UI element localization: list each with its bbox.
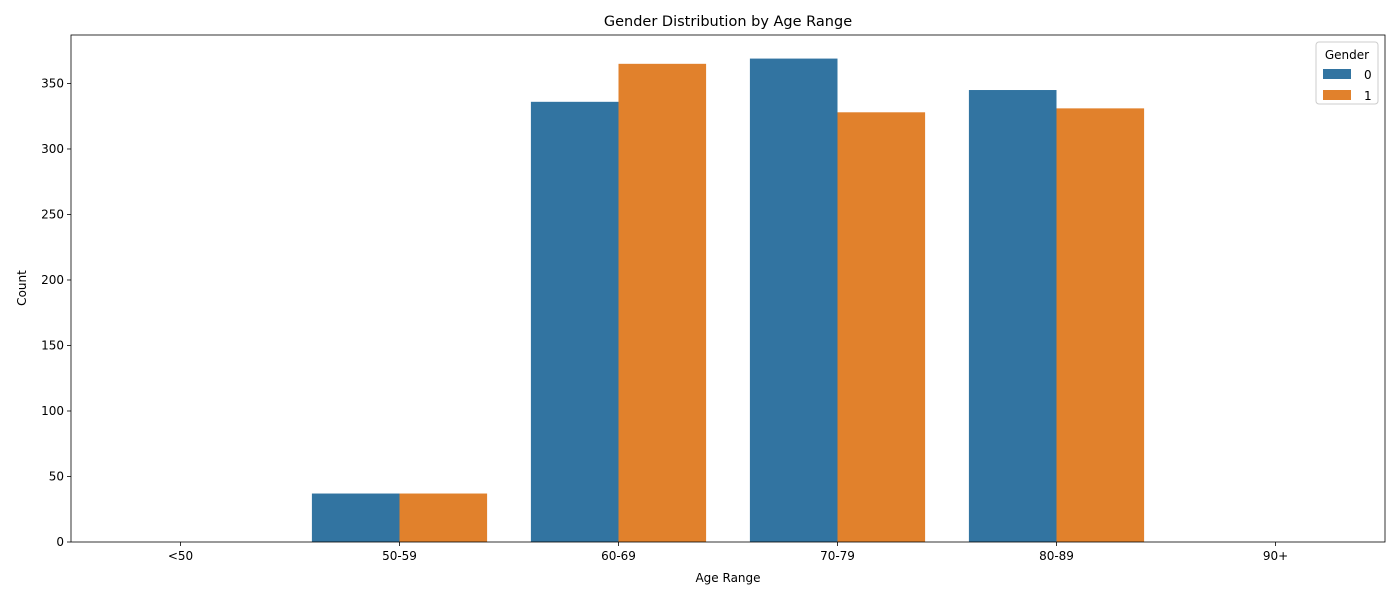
legend: Gender 0 1 xyxy=(1315,41,1379,105)
x-axis-label: Age Range xyxy=(695,571,760,585)
bar-60-69-series-1 xyxy=(618,63,707,542)
legend-swatch-0 xyxy=(1323,69,1351,79)
x-tick-label: 90+ xyxy=(1263,549,1288,563)
y-tick-label: 150 xyxy=(41,338,64,352)
legend-title: Gender xyxy=(1325,48,1369,62)
bar-70-79-series-0 xyxy=(749,58,838,543)
bar-50-59-series-1 xyxy=(399,493,488,542)
y-tick-label: 350 xyxy=(41,76,64,90)
y-tick-label: 200 xyxy=(41,273,64,287)
x-tick-label: 50-59 xyxy=(382,549,417,563)
legend-swatch-1 xyxy=(1323,90,1351,100)
bar-60-69-series-0 xyxy=(530,101,619,542)
bar-80-89-series-0 xyxy=(968,90,1057,542)
legend-label-1: 1 xyxy=(1364,89,1372,103)
bars-group xyxy=(311,58,1145,543)
x-tick-label: 80-89 xyxy=(1039,549,1074,563)
bar-50-59-series-0 xyxy=(311,493,400,542)
plot-frame xyxy=(70,34,1386,543)
y-tick-label: 250 xyxy=(41,207,64,221)
x-tick-label: 60-69 xyxy=(601,549,636,563)
y-tick-label: 0 xyxy=(56,535,64,549)
y-tick-label: 100 xyxy=(41,404,64,418)
x-tick-label: 70-79 xyxy=(820,549,855,563)
y-tick-label: 50 xyxy=(49,469,64,483)
y-axis-label: Count xyxy=(15,270,29,306)
bar-70-79-series-1 xyxy=(837,112,926,543)
chart-title: Gender Distribution by Age Range xyxy=(604,14,852,30)
legend-label-0: 0 xyxy=(1364,68,1372,82)
y-tick-label: 300 xyxy=(41,142,64,156)
x-tick-label: <50 xyxy=(168,549,193,563)
bar-80-89-series-1 xyxy=(1056,108,1145,542)
y-axis: 0 50 100 150 200 250 300 350 xyxy=(41,76,71,549)
x-axis: <50 50-59 60-69 70-79 80-89 90+ xyxy=(168,542,1288,563)
